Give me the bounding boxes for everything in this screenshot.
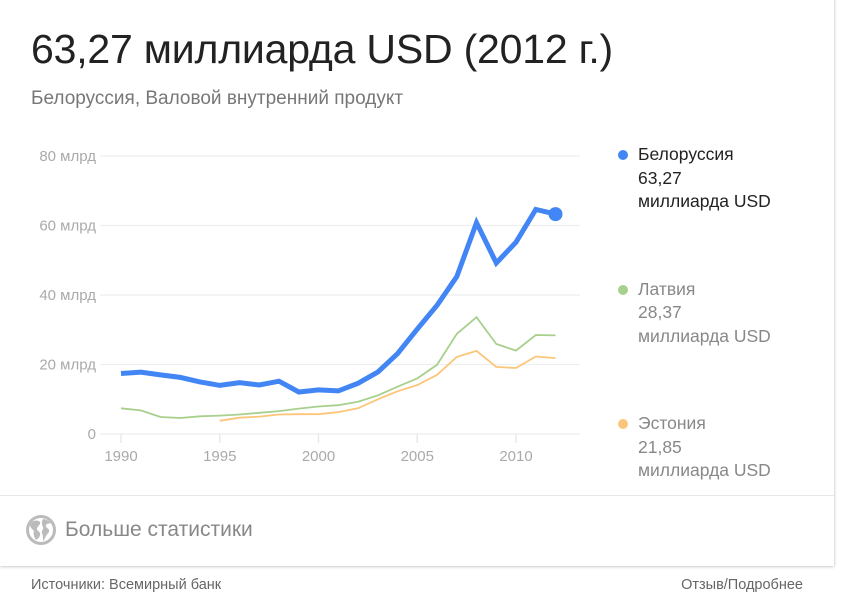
legend-item-estonia[interactable]: Эстония 21,85 миллиарда USD (618, 412, 771, 483)
legend-series-name: Латвия (638, 278, 696, 299)
legend-dot-icon (618, 419, 628, 429)
x-tick-label: 2000 (302, 448, 335, 465)
x-tick-label: 2010 (499, 448, 532, 465)
latest-point-marker[interactable] (548, 207, 563, 222)
legend-series-value: 28,37 (638, 302, 682, 322)
y-tick-label: 0 (88, 426, 96, 443)
legend-dot-icon (618, 284, 628, 295)
y-tick-label: 20 млрд (39, 357, 96, 374)
legend-series-unit: миллиарда USD (638, 191, 771, 211)
gdp-line-chart[interactable]: 0 20 млрд 40 млрд 60 млрд 80 млрд 1990 1995 200… (0, 0, 600, 478)
legend-dot-icon (618, 150, 628, 160)
y-tick-label: 80 млрд (39, 148, 96, 165)
y-tick-label: 60 млрд (39, 218, 96, 235)
stats-card: 63,27 миллиарда USD (2012 г.) Белоруссия… (0, 0, 834, 547)
legend-item-belarus[interactable]: Белоруссия 63,27 миллиарда USD (618, 143, 771, 214)
series-line-Эстония[interactable] (219, 349, 556, 422)
y-tick-label: 40 млрд (39, 287, 96, 304)
legend-series-unit: миллиарда USD (638, 325, 771, 346)
more-statistics-label: Больше статистики (65, 518, 253, 541)
divider (0, 495, 834, 496)
x-tick-label: 2005 (401, 448, 434, 465)
page-title: 63,27 миллиарда USD (2012 г.) (31, 26, 614, 72)
feedback-link[interactable]: Отзыв/Подробнее (681, 577, 803, 593)
series-line-Белоруссия[interactable] (120, 206, 557, 395)
legend-series-value: 21,85 (638, 436, 682, 457)
more-statistics-link[interactable]: Больше статистики (25, 514, 253, 546)
series-line-Латвия[interactable] (120, 315, 556, 419)
x-tick-label: 1995 (203, 448, 236, 465)
source-label: Источники: Всемирный банк (31, 577, 222, 593)
globe-icon (26, 515, 56, 545)
legend-series-name: Белоруссия (638, 144, 734, 164)
legend-series-unit: миллиарда USD (638, 460, 771, 480)
legend-item-latvia[interactable]: Латвия 28,37 миллиарда USD (618, 278, 771, 349)
page-subtitle: Белоруссия, Валовой внутренний продукт (31, 88, 404, 109)
x-tick-label: 1990 (104, 448, 137, 465)
chart-legend: Белоруссия 63,27 миллиарда USD Латвия 28… (618, 143, 771, 547)
legend-series-name: Эстония (638, 413, 706, 433)
legend-series-value: 63,27 (638, 167, 682, 188)
